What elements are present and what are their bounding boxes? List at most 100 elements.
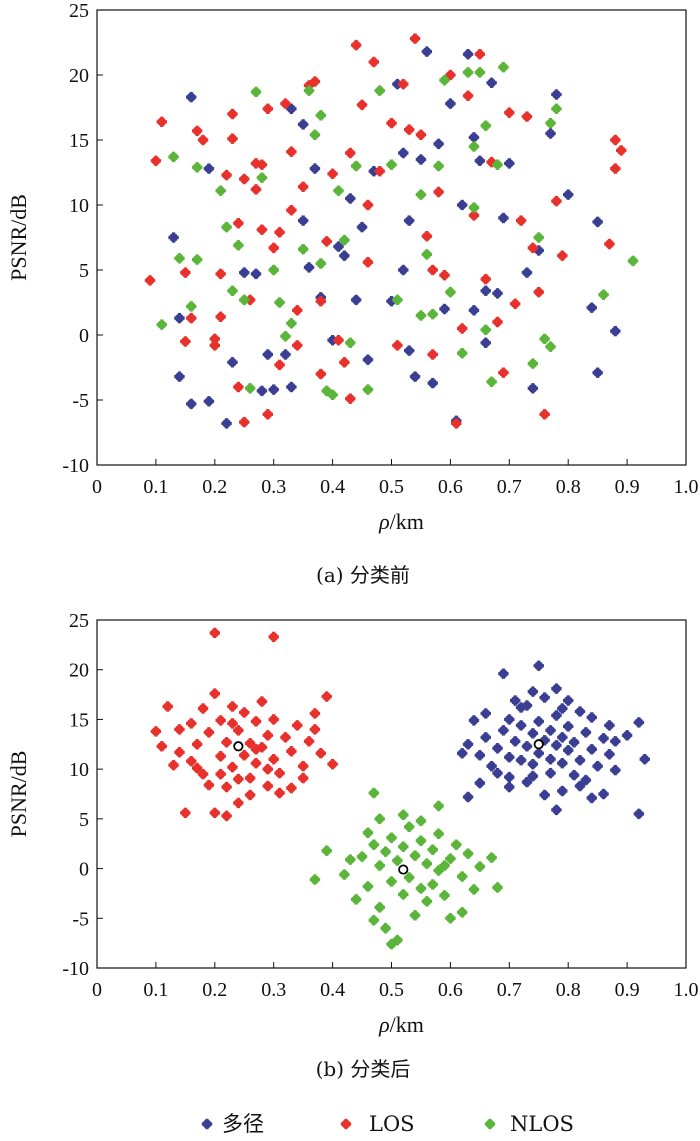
- data-point-multipath: [492, 288, 503, 299]
- data-point-multipath: [574, 706, 586, 717]
- data-point-los: [456, 323, 468, 334]
- data-point-los: [256, 159, 268, 170]
- data-point-los: [521, 111, 533, 122]
- data-point-los: [209, 688, 220, 699]
- data-point-nlos: [345, 337, 356, 348]
- data-point-los: [374, 166, 385, 177]
- data-point-los: [557, 250, 568, 261]
- data-point-multipath: [427, 377, 438, 389]
- data-point-multipath: [504, 158, 515, 169]
- data-point-multipath: [345, 193, 356, 204]
- legend-label-multipath: 多径: [222, 1112, 264, 1136]
- data-point-los: [297, 181, 309, 192]
- data-point-nlos: [286, 318, 297, 329]
- data-point-multipath: [480, 708, 491, 719]
- data-point-multipath: [551, 710, 562, 721]
- x-tick-label: 0.9: [615, 476, 640, 498]
- data-point-multipath: [633, 808, 645, 820]
- data-point-nlos: [427, 844, 438, 855]
- data-point-nlos: [421, 858, 433, 869]
- x-tick-label: 0.4: [320, 476, 345, 498]
- data-point-los: [474, 49, 486, 60]
- data-point-multipath: [563, 189, 574, 200]
- data-point-multipath: [262, 349, 274, 360]
- data-point-nlos: [333, 185, 344, 196]
- data-point-los: [339, 357, 350, 368]
- data-point-multipath: [250, 268, 262, 280]
- data-point-los: [168, 759, 179, 771]
- data-point-los: [186, 718, 197, 729]
- data-point-nlos: [239, 294, 250, 306]
- data-point-multipath: [280, 349, 291, 360]
- data-point-los: [256, 224, 268, 235]
- data-point-nlos: [468, 202, 480, 213]
- data-point-nlos: [445, 853, 456, 864]
- data-point-multipath: [551, 804, 562, 816]
- data-point-los: [186, 312, 197, 324]
- data-point-multipath: [504, 714, 515, 725]
- data-point-multipath: [498, 668, 509, 679]
- data-point-multipath: [545, 754, 556, 765]
- data-point-multipath: [227, 357, 238, 368]
- data-point-nlos: [415, 883, 427, 894]
- data-point-los: [174, 747, 185, 758]
- data-point-los: [286, 746, 297, 757]
- data-point-multipath: [439, 303, 450, 315]
- data-point-los: [433, 186, 444, 198]
- data-point-multipath: [415, 154, 427, 165]
- y-tick-label: 0: [79, 859, 89, 881]
- caption-b: (b) 分类后: [316, 1057, 411, 1081]
- data-point-multipath: [403, 345, 415, 356]
- data-point-nlos: [221, 221, 232, 233]
- plot-frame: [96, 9, 687, 466]
- data-point-los: [268, 242, 279, 254]
- data-point-multipath: [527, 686, 539, 697]
- data-point-nlos: [392, 855, 403, 866]
- data-point-nlos: [598, 289, 609, 300]
- data-point-multipath: [551, 740, 562, 751]
- data-point-multipath: [633, 717, 645, 728]
- plot-frame: [96, 619, 687, 969]
- data-point-multipath: [574, 780, 586, 792]
- data-point-los: [280, 732, 291, 743]
- data-point-nlos: [398, 841, 409, 852]
- data-point-multipath: [468, 305, 480, 316]
- data-point-multipath: [468, 715, 480, 726]
- data-point-los: [392, 340, 403, 351]
- legend-label-los: LOS: [369, 1112, 415, 1136]
- data-point-los: [492, 316, 503, 328]
- data-point-multipath: [474, 777, 486, 789]
- data-point-nlos: [533, 232, 544, 243]
- data-point-nlos: [415, 189, 427, 200]
- data-point-los: [362, 257, 374, 268]
- data-point-nlos: [350, 160, 362, 172]
- data-point-los: [156, 741, 167, 752]
- data-point-nlos: [456, 907, 468, 918]
- data-point-los: [221, 781, 232, 793]
- data-point-multipath: [563, 721, 574, 732]
- data-point-los: [221, 169, 232, 181]
- data-point-los: [439, 270, 450, 281]
- data-point-multipath: [604, 749, 615, 760]
- legend-marker-multipath: [201, 1118, 213, 1130]
- data-point-multipath: [598, 733, 609, 744]
- data-point-nlos: [409, 910, 421, 921]
- x-tick-label: 0.2: [202, 476, 227, 498]
- data-point-los: [409, 33, 421, 44]
- data-point-multipath: [409, 371, 421, 382]
- x-axis-label: ρ/km: [378, 509, 424, 534]
- data-point-los: [227, 701, 238, 712]
- data-point-los: [150, 155, 162, 166]
- data-point-los: [292, 720, 303, 731]
- data-point-nlos: [309, 874, 321, 885]
- data-point-multipath: [174, 371, 185, 382]
- data-point-multipath: [610, 764, 621, 776]
- data-point-los: [303, 736, 315, 747]
- data-point-nlos: [315, 258, 327, 269]
- data-point-multipath: [515, 720, 527, 731]
- data-point-los: [191, 125, 203, 137]
- data-point-nlos: [362, 881, 374, 892]
- data-point-nlos: [380, 923, 391, 934]
- data-point-multipath: [545, 128, 556, 139]
- legend-marker-dot: [340, 1118, 352, 1130]
